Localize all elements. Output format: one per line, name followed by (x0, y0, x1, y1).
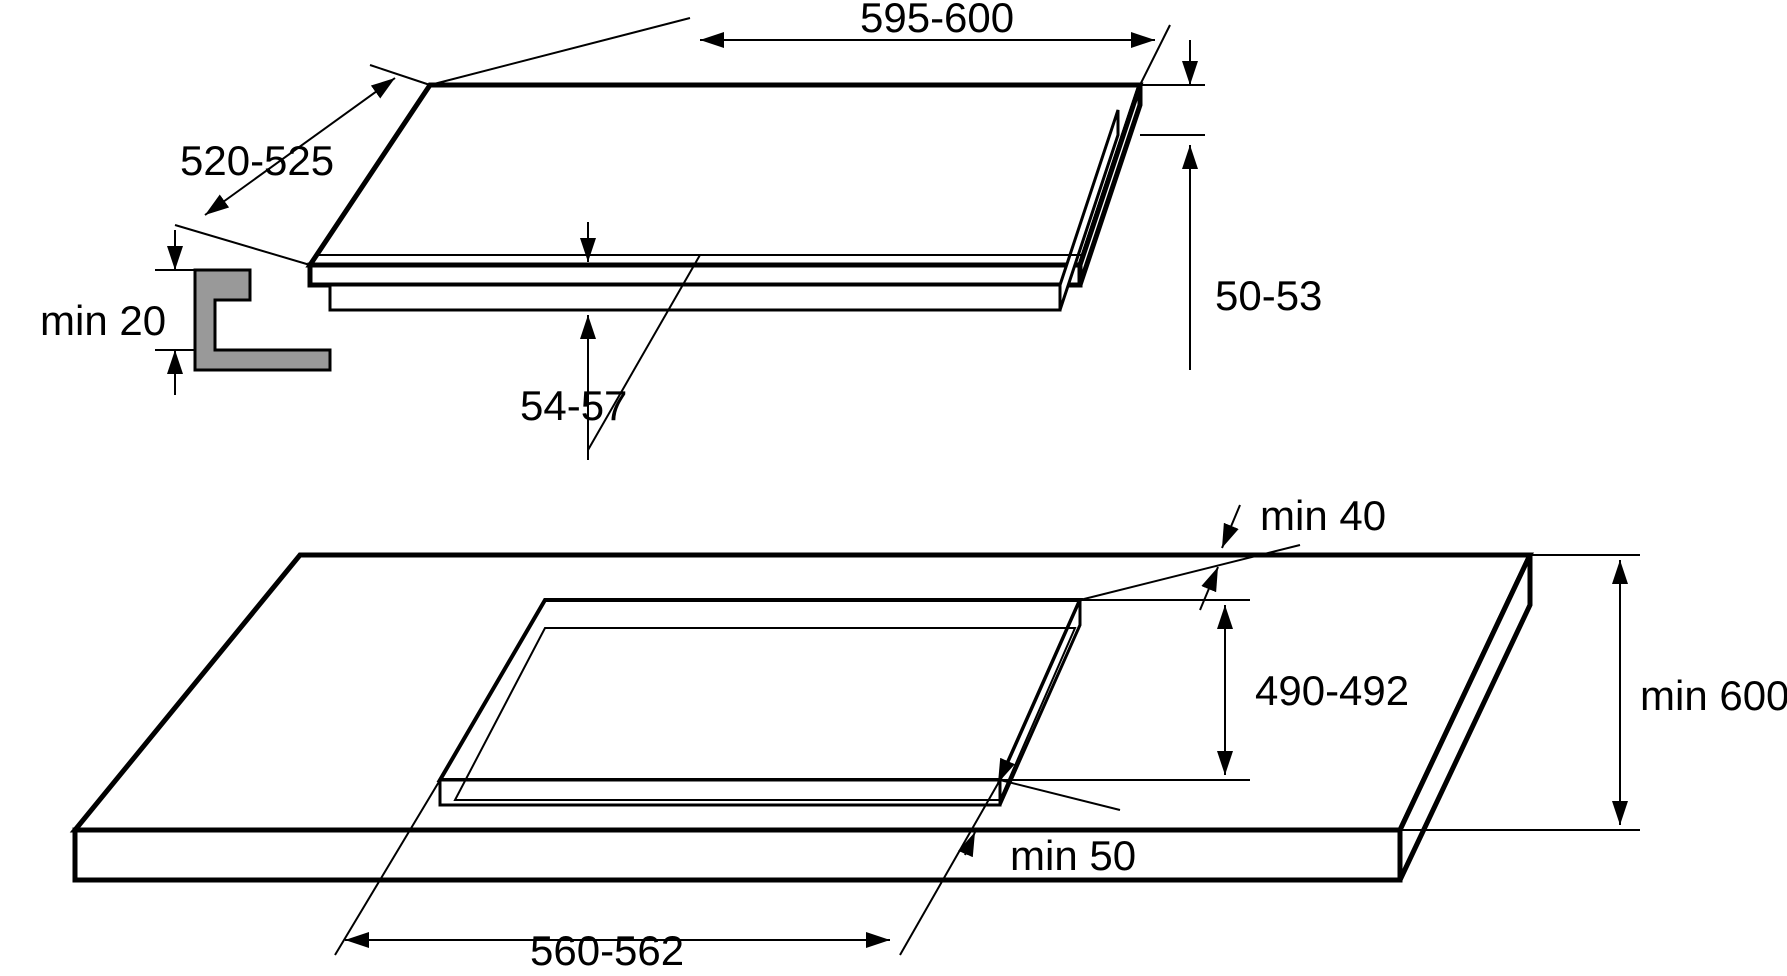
label-54-57: 54-57 (520, 382, 627, 429)
label-width-top: 595-600 (860, 0, 1014, 41)
technical-drawing: 595-600 520-525 min 20 54-57 50-53 (0, 0, 1787, 971)
countertop (75, 555, 1530, 880)
dim-width-top: 595-600 (430, 0, 1170, 85)
label-min40: min 40 (1260, 492, 1386, 539)
label-min600: min 600 (1640, 672, 1787, 719)
label-560-562: 560-562 (530, 927, 684, 971)
label-min20: min 20 (40, 297, 166, 344)
hob-plate (310, 85, 1140, 450)
dim-50-53: 50-53 (1140, 40, 1322, 370)
label-depth-top: 520-525 (180, 137, 334, 184)
label-50-53: 50-53 (1215, 272, 1322, 319)
label-min50: min 50 (1010, 832, 1136, 879)
label-490-492: 490-492 (1255, 667, 1409, 714)
